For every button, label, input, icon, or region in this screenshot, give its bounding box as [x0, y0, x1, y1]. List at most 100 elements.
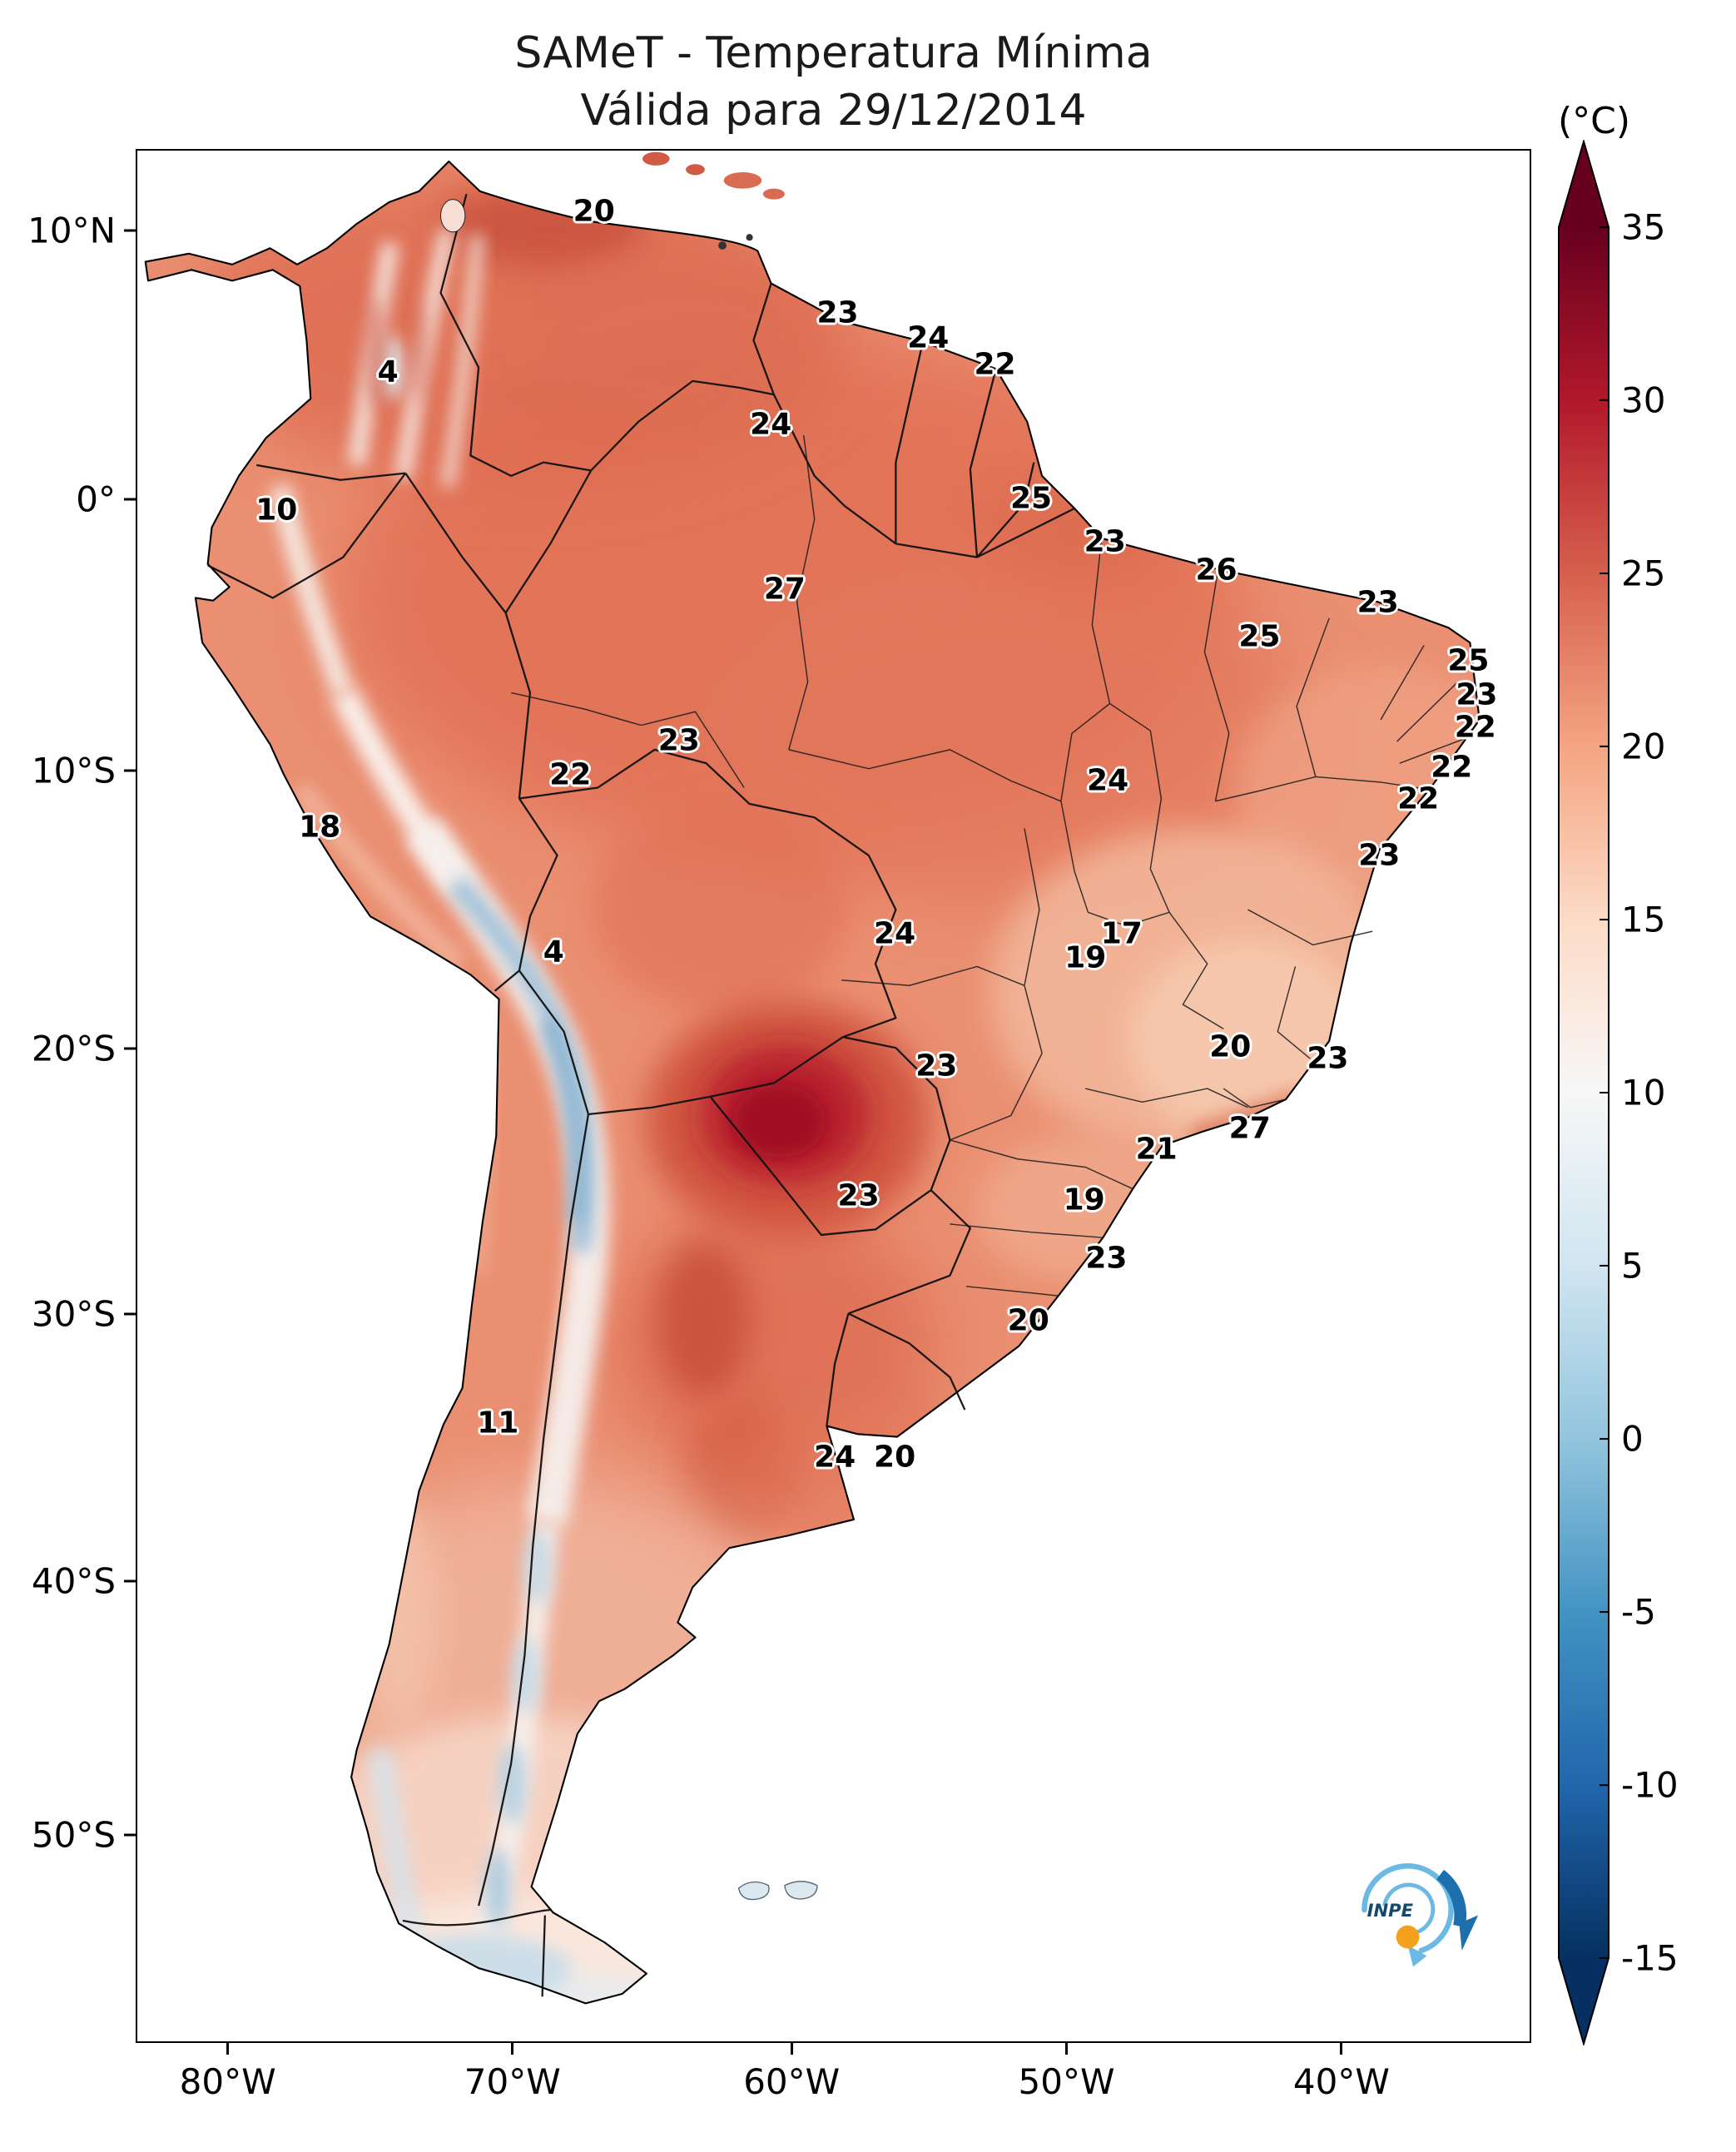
lat-tick-mark — [124, 1579, 136, 1583]
temperature-value-label: 23 — [1357, 585, 1399, 620]
latitude-axis: 10°N 0° 10°S 20°S 30°S 40°S 50°S — [0, 149, 136, 2043]
temperature-value-label: 24 — [907, 320, 950, 355]
temperature-value-label: 23 — [1358, 838, 1401, 873]
colorbar-tick-label: -10 — [1621, 1764, 1679, 1806]
lat-tick-label: 40°S — [31, 1560, 116, 1602]
title-line1: SAMeT - Temperatura Mínima — [514, 28, 1153, 78]
temperature-value-label: 17 — [1100, 916, 1143, 951]
lon-tick-label: 70°W — [464, 2061, 561, 2102]
colorbar-tick-label: 10 — [1621, 1072, 1666, 1113]
lat-tick-mark — [124, 1833, 136, 1837]
temperature-labels-layer: 20 23 24 22 4 24 25 10 23 26 27 23 25 25 23 22 23 22 22 24 2… — [137, 151, 1530, 2041]
colorbar-tick-label: 30 — [1621, 379, 1666, 421]
colorbar-tick-label: 5 — [1621, 1245, 1644, 1287]
temperature-value-label: 24 — [874, 916, 916, 951]
temperature-value-label: 22 — [974, 347, 1016, 382]
south-america-map: INPE — [144, 151, 1481, 2005]
temperature-value-label: 23 — [1307, 1041, 1349, 1076]
continent-coastline — [144, 160, 1481, 2005]
inpe-arrow-icon — [1436, 1869, 1467, 1928]
colorbar-tick-label: 35 — [1621, 206, 1666, 248]
temperature-value-label: 4 — [377, 355, 399, 389]
inpe-logo: INPE — [1362, 1863, 1479, 1967]
inpe-logo-text: INPE — [1367, 1900, 1414, 1921]
inpe-inner-swirl-icon — [1382, 1882, 1436, 1934]
temperature-value-label: 25 — [1238, 619, 1281, 654]
islands — [440, 151, 818, 1901]
inpe-orange-dot-icon — [1396, 1925, 1420, 1949]
lon-tick-label: 80°W — [179, 2061, 276, 2102]
country-borders — [207, 193, 1075, 1997]
colorbar-gradient — [1558, 138, 1610, 2047]
temperature-value-label: 24 — [1087, 763, 1129, 798]
lat-tick-label: 30°S — [31, 1293, 116, 1335]
colorbar-tick-marks — [1600, 226, 1609, 1959]
temperature-value-label: 19 — [1064, 940, 1107, 975]
map-frame: INPE 20 23 24 22 4 24 25 10 23 26 27 23 25 25 23 22 23 22… — [136, 149, 1531, 2043]
temperature-value-label: 27 — [763, 572, 806, 607]
lat-tick-mark — [124, 769, 136, 772]
inpe-arrowhead-icon — [1459, 1915, 1479, 1951]
colorbar-tick-label: 25 — [1621, 553, 1666, 594]
temperature-value-label: 22 — [549, 757, 592, 792]
temperature-value-label: 23 — [816, 295, 859, 330]
lon-tick-mark — [790, 2043, 793, 2055]
temperature-value-label: 20 — [1007, 1303, 1049, 1338]
temperature-value-label: 22 — [1431, 750, 1473, 785]
lat-tick-label: 20°S — [31, 1028, 116, 1069]
temperature-value-label: 11 — [477, 1406, 519, 1440]
colorbar-tick-label: -15 — [1621, 1937, 1679, 1979]
colorbar — [1558, 138, 1610, 2047]
temperature-value-label: 26 — [1195, 553, 1238, 588]
lon-tick-label: 60°W — [743, 2061, 841, 2102]
inpe-swirl-arrowhead-icon — [1407, 1945, 1427, 1967]
temperature-value-label: 24 — [814, 1440, 856, 1475]
lat-tick-mark — [124, 1312, 136, 1316]
colorbar-tick-label: -5 — [1621, 1591, 1656, 1633]
temperature-value-label: 23 — [915, 1049, 958, 1083]
temperature-value-label: 23 — [1456, 677, 1498, 712]
lon-tick-label: 40°W — [1292, 2061, 1390, 2102]
temperature-value-label: 25 — [1447, 643, 1490, 678]
temperature-value-label: 21 — [1135, 1132, 1178, 1167]
lat-tick-label: 50°S — [31, 1814, 116, 1856]
temperature-value-label: 25 — [1010, 481, 1053, 516]
temperature-value-label: 23 — [1084, 524, 1126, 559]
lat-tick-label: 10°N — [27, 210, 116, 251]
colorbar-tick-label: 0 — [1621, 1418, 1644, 1460]
lat-tick-mark — [124, 229, 136, 232]
colorbar-tick-label: 15 — [1621, 899, 1666, 940]
temperature-value-label: 19 — [1063, 1183, 1105, 1217]
colorbar-tick-labels: 35 30 25 20 15 10 5 0 -5 -10 -15 — [1621, 140, 1729, 2045]
temperature-value-label: 18 — [299, 810, 341, 845]
inpe-swirl-icon — [1362, 1863, 1454, 1954]
colorbar-tick-label: 20 — [1621, 726, 1666, 767]
title-line2: Válida para 29/12/2014 — [580, 85, 1087, 136]
temperature-value-label: 10 — [255, 493, 298, 528]
temperature-value-label: 22 — [1454, 710, 1496, 745]
state-borders — [511, 434, 1472, 1297]
lat-tick-label: 10°S — [31, 750, 116, 791]
lat-tick-mark — [124, 498, 136, 501]
temperature-value-label: 23 — [837, 1178, 880, 1213]
temperature-value-label: 27 — [1228, 1111, 1271, 1146]
lat-tick-mark — [124, 1047, 136, 1050]
temperature-value-label: 20 — [874, 1440, 916, 1475]
temperature-value-label: 22 — [1397, 781, 1440, 816]
lon-tick-mark — [1065, 2043, 1069, 2055]
lon-tick-mark — [1340, 2043, 1343, 2055]
temperature-value-label: 24 — [750, 407, 792, 442]
temperature-value-label: 20 — [573, 194, 615, 229]
temperature-value-label: 20 — [1209, 1029, 1252, 1064]
temperature-value-label: 4 — [543, 935, 564, 969]
longitude-axis: 80°W 70°W 60°W 50°W 40°W — [136, 2043, 1531, 2118]
temperature-value-label: 23 — [657, 723, 700, 758]
page-title: SAMeT - Temperatura Mínima Válida para 2… — [136, 25, 1531, 139]
lat-tick-label: 0° — [76, 478, 116, 520]
temperature-value-label: 23 — [1085, 1241, 1128, 1276]
lon-tick-mark — [226, 2043, 230, 2055]
colorbar-unit-label: (°C) — [1558, 100, 1631, 142]
lon-tick-mark — [511, 2043, 514, 2055]
lon-tick-label: 50°W — [1018, 2061, 1115, 2102]
